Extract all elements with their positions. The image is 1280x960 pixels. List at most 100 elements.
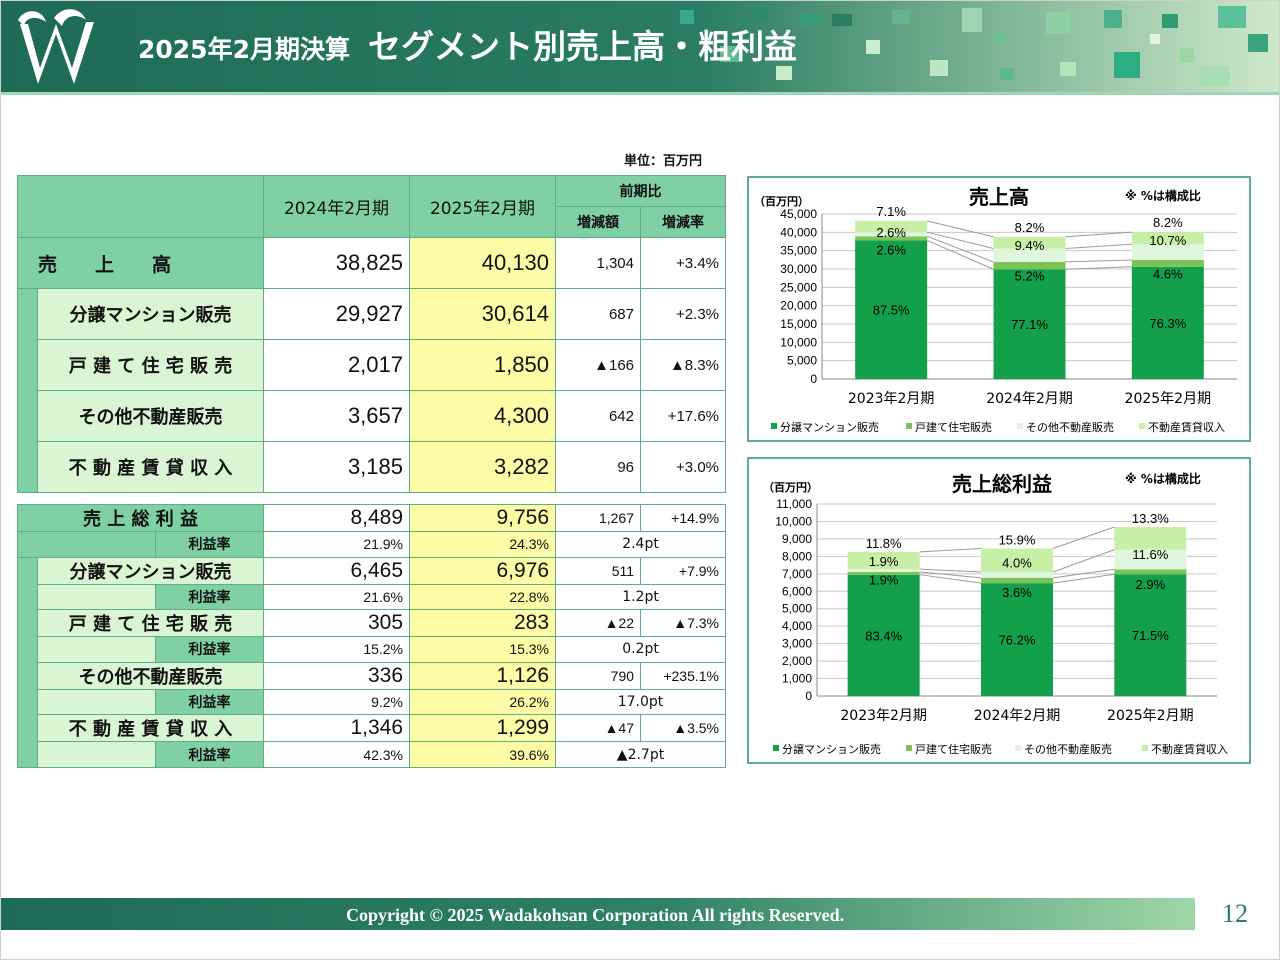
value-diff: ▲166 <box>555 339 641 391</box>
value-2024: 6,465 <box>263 556 411 585</box>
x-tick-label: 2024年2月期 <box>974 708 1061 724</box>
company-logo <box>18 9 94 84</box>
bar-segment <box>847 551 920 570</box>
data-label: 5.2% <box>1015 268 1045 283</box>
col-header-rate: 増減率 <box>640 206 726 238</box>
copyright-text: Copyright © 2025 Wadakohsan Corporation … <box>346 905 845 925</box>
page-title: 2025年2月期決算 セグメント別売上高・粗利益 <box>138 22 797 72</box>
value-2025: 40,130 <box>409 237 556 289</box>
page-title-period: 2025年2月期決算 <box>138 35 350 64</box>
data-label: 13.3% <box>1132 511 1169 526</box>
data-label: 10.7% <box>1149 233 1186 248</box>
legend-swatch <box>773 745 779 751</box>
y-tick-label: 6,000 <box>782 584 812 598</box>
series-connector <box>926 239 994 270</box>
value-rate: +235.1% <box>640 661 727 690</box>
col-header-2024: 2024年2月期 <box>263 175 410 238</box>
bar-segment <box>1114 549 1187 570</box>
legend-label: 不動産賃貸収入 <box>1151 742 1228 756</box>
series-connector <box>919 547 982 553</box>
margin-diff: 1.2pt <box>555 583 727 611</box>
row-label: 分譲マンション販売 <box>36 556 265 585</box>
series-connector <box>1065 243 1132 249</box>
y-tick-label: 35,000 <box>780 244 817 258</box>
data-label: 7.1% <box>876 204 906 219</box>
gp-rent-row: 不 動 産 賃 貸 収 入 1,346 1,299 ▲47 ▲3.5% <box>18 714 727 743</box>
legend-swatch <box>1139 423 1145 429</box>
value-2025: 6,976 <box>409 556 557 585</box>
y-tick-label: 8,000 <box>782 549 812 563</box>
margin-spacer <box>37 583 156 611</box>
data-label: 11.8% <box>866 536 902 551</box>
y-tick-label: 0 <box>810 372 817 386</box>
gp-rent-margin-row: 利益率 42.3% 39.6% ▲2.7pt <box>18 741 727 768</box>
unit-label: 単位：百万円 <box>624 154 703 169</box>
value-2024: 3,657 <box>263 390 410 442</box>
value-2025: 3,282 <box>409 441 556 493</box>
margin-label: 利益率 <box>154 583 265 611</box>
value-rate: +14.9% <box>640 504 727 532</box>
bar-segment <box>993 248 1066 262</box>
value-2024: 305 <box>263 609 411 638</box>
value-rate: +3.0% <box>640 441 726 493</box>
series-connector <box>1052 526 1115 549</box>
value-diff: ▲22 <box>555 609 642 638</box>
y-tick-label: 5,000 <box>782 602 812 616</box>
legend-label: その他不動産販売 <box>1024 742 1112 756</box>
series-connector <box>919 571 982 579</box>
series-connector <box>1065 259 1132 263</box>
y-tick-label: 10,000 <box>780 335 817 349</box>
value-rate: +2.3% <box>640 288 726 340</box>
margin-2025: 24.3% <box>409 531 557 558</box>
value-rate: ▲8.3% <box>640 339 726 391</box>
data-label: 9.4% <box>1015 238 1045 253</box>
gp-other-margin-row: 利益率 9.2% 26.2% 17.0pt <box>18 688 727 716</box>
bar-segment <box>1114 526 1187 550</box>
bar-segment <box>1131 266 1204 379</box>
data-label: 2.6% <box>876 242 906 257</box>
data-label: 71.5% <box>1132 628 1169 643</box>
legend-label: 戸建て住宅販売 <box>915 742 992 756</box>
value-rate: +17.6% <box>640 390 726 442</box>
chart-note: ※ %は構成比 <box>1125 471 1201 486</box>
sales-row-mansion: 分譲マンション販売 29,927 30,614 687 +2.3% <box>17 288 726 493</box>
series-connector <box>926 235 994 263</box>
chart-note: ※ %は構成比 <box>1125 188 1201 203</box>
data-label: 3.6% <box>1002 585 1032 600</box>
sales-table: 2024年2月期 2025年2月期 前期比 増減額 増減率 売 上 高 38,8… <box>17 175 726 493</box>
data-label: 2.9% <box>1136 577 1166 592</box>
data-label: 4.0% <box>1002 555 1032 570</box>
margin-2025: 26.2% <box>409 688 557 716</box>
data-label: 1.9% <box>869 554 899 569</box>
col-header-2025: 2025年2月期 <box>409 175 556 238</box>
sales-row-rent: 不 動 産 賃 貸 収 入 3,185 3,282 96 +3.0% <box>18 441 726 493</box>
margin-2025: 39.6% <box>409 741 557 768</box>
series-connector <box>927 220 994 238</box>
y-tick-label: 9,000 <box>782 532 812 546</box>
row-label: 不 動 産 賃 貸 収 入 <box>36 714 265 743</box>
bar-segment <box>993 236 1066 249</box>
value-2025: 1,126 <box>409 661 557 690</box>
series-connector <box>919 568 982 573</box>
value-2024: 1,346 <box>263 714 411 743</box>
gross-profit-chart: 売上総利益 ※ %は構成比 （百万円） 0 1,000 2,000 3,000 4,000 5,… <box>763 471 1228 756</box>
value-diff: 96 <box>555 441 641 493</box>
y-tick-label: 20,000 <box>780 299 817 313</box>
row-label: 分譲マンション販売 <box>37 288 264 340</box>
gp-mansion-margin-row: 利益率 21.6% 22.8% 1.2pt <box>18 583 727 611</box>
sales-row-house: 戸 建 て 住 宅 販 売 2,017 1,850 ▲166 ▲8.3% <box>18 339 726 391</box>
margin-diff: ▲2.7pt <box>555 741 727 768</box>
x-tick-label: 2023年2月期 <box>848 391 935 407</box>
bar-segment <box>1114 574 1187 696</box>
indent-cell <box>17 288 38 493</box>
value-2025: 30,614 <box>409 288 556 340</box>
bar-segment <box>847 574 920 696</box>
row-label: 戸 建 て 住 宅 販 売 <box>36 609 265 638</box>
slide-header: 2025年2月期決算 セグメント別売上高・粗利益 <box>0 0 1280 92</box>
x-tick-label: 2023年2月期 <box>840 708 927 724</box>
value-rate: ▲3.5% <box>640 714 727 743</box>
value-2024: 2,017 <box>263 339 410 391</box>
row-label: 売 上 高 <box>17 237 264 289</box>
series-connector <box>1052 568 1115 579</box>
gross-profit-chart-panel: 売上総利益 ※ %は構成比 （百万円） 0 1,000 2,000 3,000 4,000 5,… <box>747 457 1251 764</box>
